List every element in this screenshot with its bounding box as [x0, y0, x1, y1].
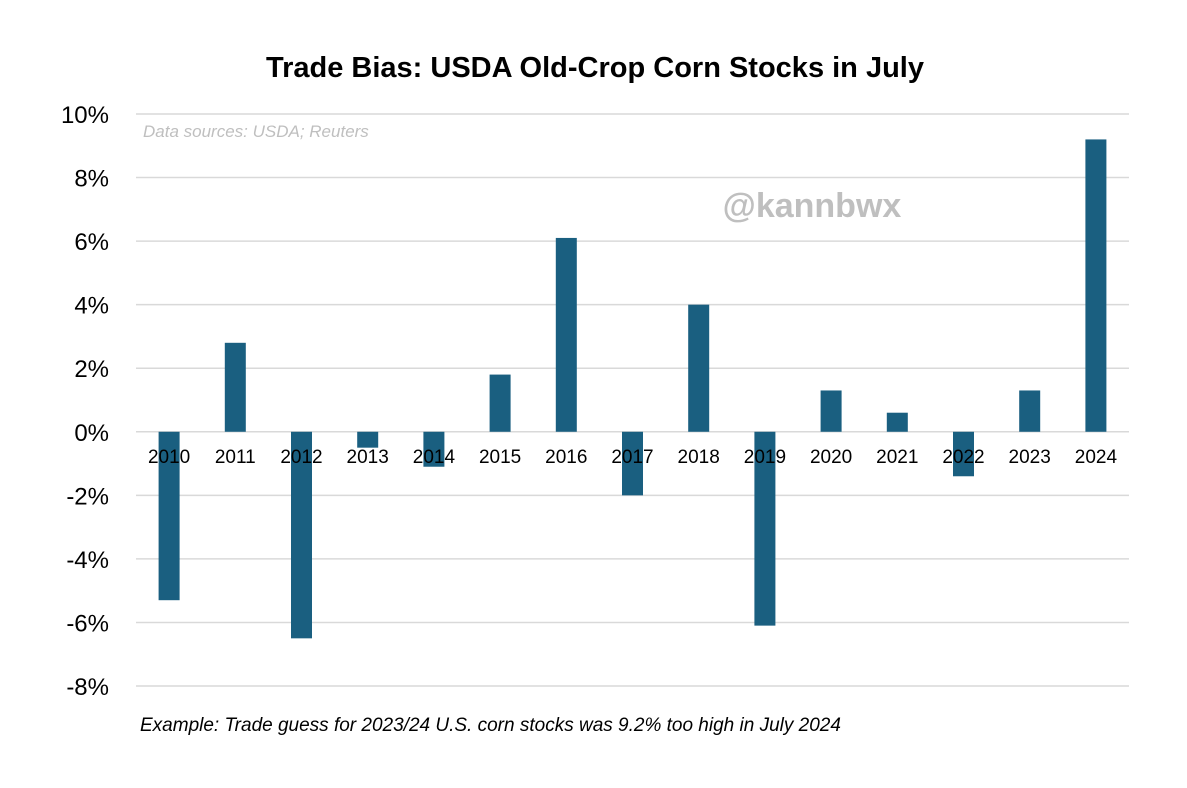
y-tick-label: -2%: [66, 483, 109, 510]
bar-2013: [357, 431, 379, 448]
x-tick-label-2022: 2022: [942, 447, 984, 468]
x-tick-label-2011: 2011: [215, 447, 256, 468]
bar-2021: [886, 412, 908, 432]
x-tick-label-2015: 2015: [479, 447, 521, 468]
y-tick-label: 8%: [74, 166, 109, 193]
x-tick-label-2017: 2017: [611, 447, 653, 468]
x-tick-label-2018: 2018: [678, 447, 720, 468]
x-tick-label-2023: 2023: [1009, 447, 1051, 468]
y-tick-label: -4%: [66, 547, 109, 574]
x-tick-label-2010: 2010: [148, 447, 190, 468]
x-tick-label-2019: 2019: [744, 447, 786, 468]
y-tick-label: 4%: [74, 293, 109, 320]
bar-2010: [158, 431, 180, 601]
x-tick-label-2024: 2024: [1075, 447, 1118, 468]
bar-2014: [423, 431, 445, 467]
y-tick-label: 2%: [74, 356, 109, 383]
x-tick-label-2012: 2012: [280, 447, 322, 468]
bar-2022: [953, 431, 974, 477]
y-axis-ticks: 10% 8% 6% 4% 2% 0% -2% -4% -6% -8%: [61, 102, 109, 701]
gridlines: [136, 113, 1129, 687]
bar-2015: [489, 374, 511, 432]
footnote: Example: Trade guess for 2023/24 U.S. co…: [140, 715, 841, 736]
bar-2020: [820, 390, 842, 432]
chart-title: Trade Bias: USDA Old-Crop Corn Stocks in…: [266, 52, 924, 84]
bar-2019: [754, 431, 776, 626]
y-tick-label: 6%: [74, 229, 109, 256]
bar-2011: [224, 342, 246, 432]
x-tick-label-2021: 2021: [876, 447, 918, 468]
x-tick-label-2016: 2016: [545, 447, 587, 468]
bar-2018: [688, 304, 710, 432]
bar-2024: [1085, 139, 1107, 432]
y-tick-label: -6%: [66, 610, 109, 637]
bars: [158, 139, 1107, 639]
y-tick-label: 10%: [61, 102, 109, 129]
data-source-note: Data sources: USDA; Reuters: [143, 122, 369, 141]
x-axis-ticks: 2010 2011 2012 2013 2014 2015 2016 2017 2018 2019…: [148, 447, 1118, 468]
x-tick-label-2013: 2013: [347, 447, 389, 468]
bar-2012: [291, 431, 312, 639]
bar-2017: [622, 431, 643, 496]
bar-2016: [555, 237, 577, 432]
x-tick-label-2020: 2020: [810, 447, 852, 468]
bar-2023: [1019, 390, 1041, 432]
x-tick-label-2014: 2014: [413, 447, 456, 468]
watermark: @kannbwx: [723, 187, 902, 225]
y-tick-label: 0%: [74, 420, 109, 447]
y-tick-label: -8%: [66, 674, 109, 701]
